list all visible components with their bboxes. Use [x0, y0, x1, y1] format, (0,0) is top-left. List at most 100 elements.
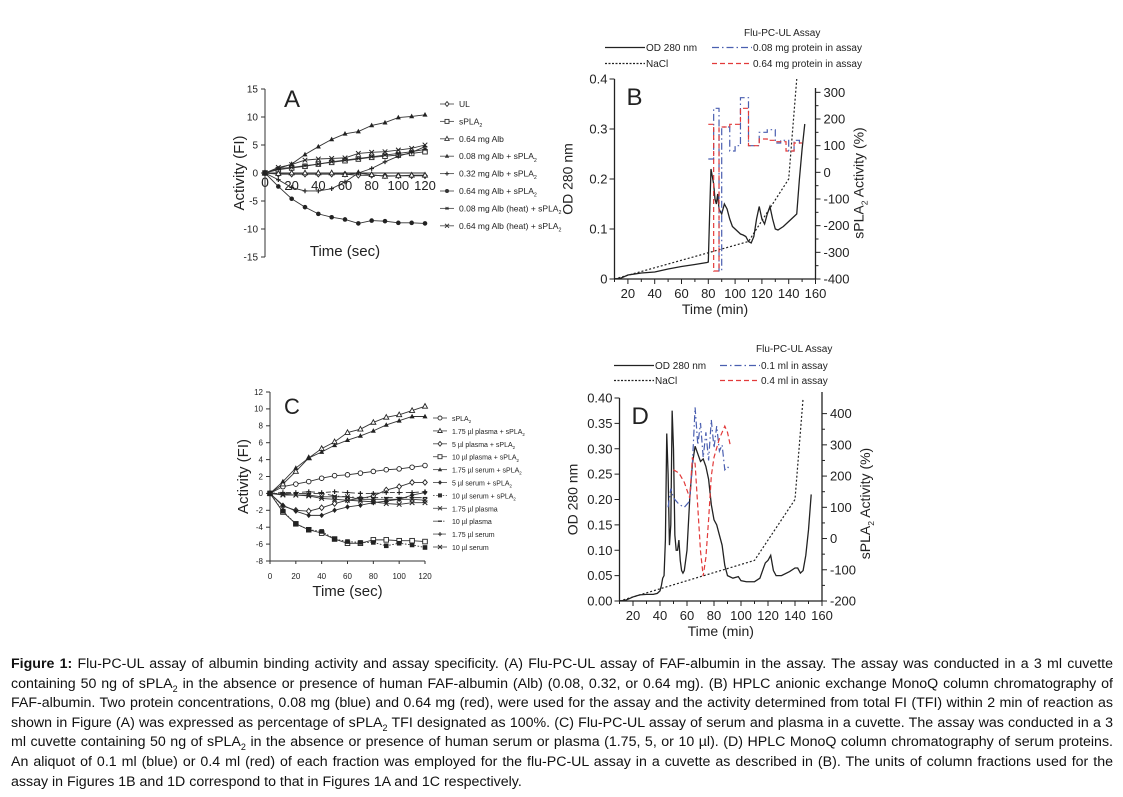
data-point	[329, 159, 334, 164]
data-point	[395, 147, 401, 153]
data-point	[302, 188, 308, 194]
data-point	[302, 151, 308, 157]
data-point	[395, 114, 401, 120]
data-point	[409, 464, 415, 470]
data-point	[382, 413, 390, 420]
data-point	[358, 540, 363, 545]
plot-area	[619, 397, 812, 601]
y-tick-label: 0.4	[589, 72, 607, 87]
legend-item: 1.75 µl serum	[433, 532, 495, 539]
y-tick-label: 0.05	[587, 568, 612, 583]
data-point	[396, 490, 402, 495]
y2-tick-label: 100	[824, 138, 846, 153]
legend-item: 0.64 mg Alb + sPLA2	[440, 186, 537, 199]
data-point	[329, 155, 335, 162]
data-point	[267, 490, 273, 497]
data-point	[409, 490, 415, 495]
legend-label: 10 µl plasma	[452, 519, 492, 526]
series-spla2	[267, 462, 428, 497]
data-point	[371, 540, 376, 545]
y2-axis-title: sPLA2 Activity (%)	[851, 127, 870, 238]
legend-label: OD 280 nm	[655, 361, 706, 372]
legend-label: 0.64 mg Alb + sPLA2	[459, 186, 537, 199]
y2-tick-label: 200	[824, 112, 846, 127]
data-point	[306, 478, 312, 485]
x-tick-label: 80	[369, 572, 378, 581]
legend-item: 10 µl plasma	[433, 519, 492, 526]
data-point	[319, 449, 325, 454]
legend-item: 0.32 mg Alb + sPLA2	[440, 169, 537, 181]
data-point	[369, 218, 374, 223]
data-point	[422, 221, 428, 226]
data-point	[293, 508, 299, 514]
legend-item: 0.64 mg Alb	[440, 134, 504, 144]
series-1-75-l-serum-spla2	[267, 413, 428, 496]
data-point	[332, 536, 337, 542]
legend-marker	[444, 100, 450, 108]
data-point	[288, 169, 295, 176]
y-tick-label: 15	[247, 85, 259, 96]
data-point	[383, 500, 389, 507]
data-point	[421, 171, 429, 178]
data-point	[293, 490, 299, 495]
series-line	[269, 416, 425, 494]
legend-item: 10 µl plasma + sPLA2	[433, 454, 520, 463]
data-point	[396, 417, 402, 423]
data-point	[369, 122, 375, 128]
legend-label: 10 µl serum + sPLA2	[452, 493, 516, 501]
x-tick-label: 40	[317, 572, 326, 581]
data-point	[396, 483, 403, 491]
legend-marker	[444, 118, 450, 124]
data-point	[422, 413, 428, 419]
y-tick-label: 0.1	[589, 222, 607, 237]
legend-label: sPLA2	[452, 416, 472, 424]
legend-label: 5 µl plasma + sPLA2	[452, 442, 516, 450]
y-tick-label: -8	[256, 557, 264, 566]
y-tick-label: 0.3	[589, 122, 607, 137]
x-tick-label: 0	[268, 572, 273, 581]
series-0-64-mg-alb-heat-spla2	[262, 142, 428, 176]
data-point	[381, 172, 389, 179]
y-tick-label: 4	[259, 455, 264, 464]
data-point	[280, 492, 286, 498]
data-point	[382, 218, 388, 224]
legend-label: 0.08 mg Alb (heat) + sPLA2	[459, 203, 561, 216]
y-tick-label: 0.35	[587, 416, 612, 431]
y2-tick-label: 300	[830, 437, 852, 452]
data-point	[382, 153, 388, 158]
data-point	[315, 169, 322, 176]
series-0-08-mg-alb-heat-spla2	[262, 147, 428, 175]
legend-label: 1.75 µl serum	[452, 532, 495, 539]
data-point	[344, 437, 351, 443]
y-tick-label: 0	[600, 272, 607, 287]
y-tick-label: 0	[252, 169, 258, 180]
series-nacl	[619, 397, 804, 601]
y-axis-title: OD 280 nm	[565, 464, 581, 536]
data-point	[422, 489, 428, 495]
data-point	[409, 220, 414, 226]
x-origin-label: 0	[261, 174, 269, 190]
legend-label: NaCl	[646, 59, 668, 70]
data-point	[421, 402, 429, 409]
data-point	[371, 491, 376, 496]
x-tick-label: 160	[811, 608, 833, 623]
data-point	[319, 529, 324, 534]
x-tick-label: 80	[701, 286, 715, 301]
data-point	[306, 489, 312, 495]
legend-label: 1.75 µl plasma + sPLA2	[452, 429, 525, 437]
y-tick-label: 10	[247, 113, 259, 124]
y2-tick-label: 0	[830, 531, 837, 546]
legend-marker	[445, 171, 449, 176]
data-point	[302, 157, 308, 163]
data-point	[396, 151, 401, 156]
panel-label: B	[627, 84, 643, 111]
data-point	[357, 496, 364, 502]
data-point	[358, 491, 363, 496]
data-point	[331, 472, 338, 479]
legend-label: 0.64 mg Alb	[459, 134, 504, 144]
data-point	[383, 490, 389, 495]
x-tick-label: 120	[751, 286, 773, 301]
x-tick-label: 120	[418, 572, 432, 581]
legend-label: 10 µl plasma + sPLA2	[452, 455, 520, 463]
